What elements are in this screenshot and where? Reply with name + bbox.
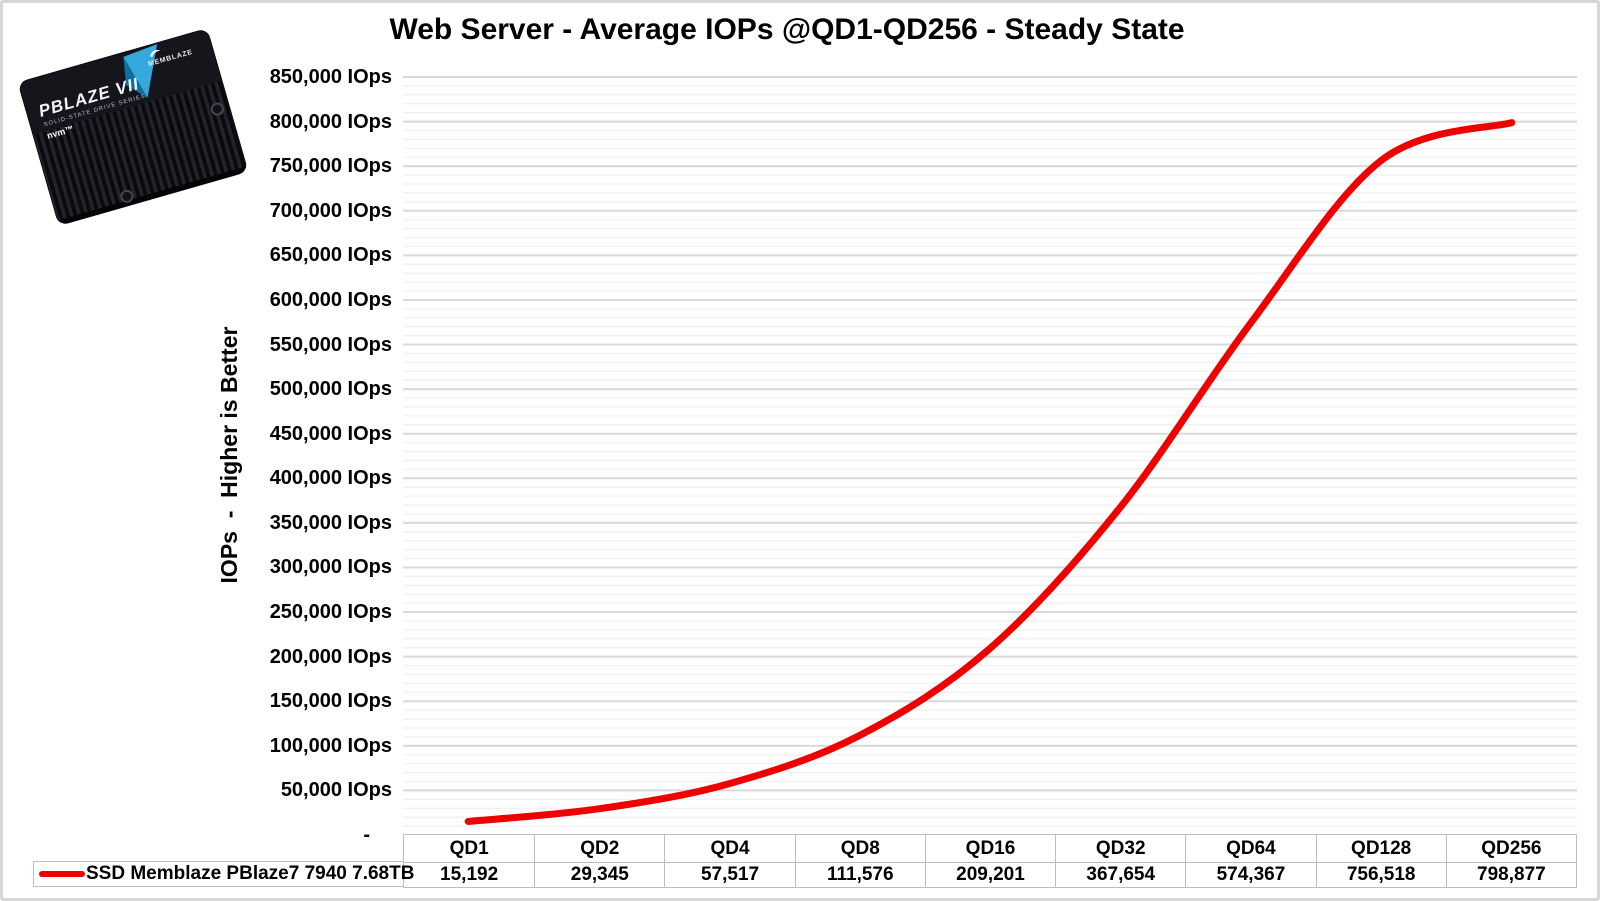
table-header-cell: QD2 [534, 835, 664, 862]
y-tick-label: 150,000 IOps [269, 690, 392, 713]
y-axis-ticks: 850,000 IOps 800,000 IOps 750,000 IOps 700,… [230, 0, 392, 901]
y-tick-label: 300,000 IOps [269, 556, 392, 579]
y-tick-label: 850,000 IOps [269, 66, 392, 88]
chart-title: Web Server - Average IOPs @QD1-QD256 - S… [389, 13, 1185, 46]
table-header-cell: QD128 [1315, 835, 1446, 862]
y-tick-label: 750,000 IOps [269, 155, 392, 178]
y-tick-label: 100,000 IOps [269, 734, 392, 757]
y-tick-label: 250,000 IOps [269, 601, 392, 624]
legend-marker [39, 871, 85, 877]
ssd-screw-icon [120, 189, 134, 203]
ssd-accent-triangle-light [123, 44, 158, 98]
product-photo-ssd: MEMBLAZE PBLAZE VII SOLID-STATE DRIVE SE… [19, 30, 248, 226]
y-tick-label: - [363, 824, 370, 846]
table-value-cell: 15,192 [404, 862, 535, 887]
y-tick-label: 650,000 IOps [269, 244, 392, 267]
ssd-drive-body: MEMBLAZE PBLAZE VII SOLID-STATE DRIVE SE… [19, 30, 248, 226]
y-tick-label: 800,000 IOps [269, 110, 392, 133]
table-value-cell: 57,517 [664, 862, 795, 887]
table-header-cell: QD32 [1055, 835, 1185, 862]
ssd-heatsink-fins [33, 80, 248, 226]
y-tick-label: 450,000 IOps [269, 422, 392, 445]
table-header-cell: QD8 [794, 835, 925, 862]
table-value-cell: 29,345 [534, 862, 665, 887]
legend-label: SSD Memblaze PBlaze7 7940 7.68TB [86, 863, 415, 884]
ssd-screw-icon [210, 102, 224, 116]
table-value-cell: 209,201 [924, 862, 1056, 887]
gridlines-minor [403, 85, 1577, 827]
table-value-cell: 756,518 [1315, 862, 1446, 887]
table-value-cell: 798,877 [1445, 862, 1576, 887]
plot-area [403, 76, 1577, 836]
table-header-cell: QD64 [1185, 835, 1315, 862]
ssd-label-panel [20, 30, 222, 135]
data-table: QD1 QD2 QD4 QD8 QD16 QD32 QD64 QD128 QD256 15,192… [403, 834, 1577, 888]
y-tick-label: 200,000 IOps [269, 645, 392, 668]
memblaze-dolphin-icon [150, 49, 160, 57]
y-tick-label: 50,000 IOps [280, 779, 392, 802]
y-tick-label: 700,000 IOps [269, 199, 392, 222]
y-tick-label: 400,000 IOps [269, 467, 392, 490]
table-header-cell: QD4 [664, 835, 794, 862]
series-line-ssd [464, 119, 1516, 825]
table-value-cell: 111,576 [794, 862, 925, 887]
y-tick-label: 600,000 IOps [269, 288, 392, 311]
table-header-cell: QD1 [449, 837, 489, 859]
y-tick-label: 550,000 IOps [269, 333, 392, 356]
table-header-cell: QD16 [924, 835, 1055, 862]
table-value-cell: 367,654 [1055, 862, 1186, 887]
table-header-cell: QD256 [1445, 835, 1576, 862]
gridlines-major [403, 76, 1577, 836]
table-value-cell: 574,367 [1185, 862, 1316, 887]
y-tick-label: 500,000 IOps [269, 378, 392, 401]
legend-box: SSD Memblaze PBlaze7 7940 7.68TB [33, 861, 414, 887]
y-tick-label: 350,000 IOps [269, 511, 392, 534]
ssd-accent-triangle-dark [123, 56, 148, 98]
